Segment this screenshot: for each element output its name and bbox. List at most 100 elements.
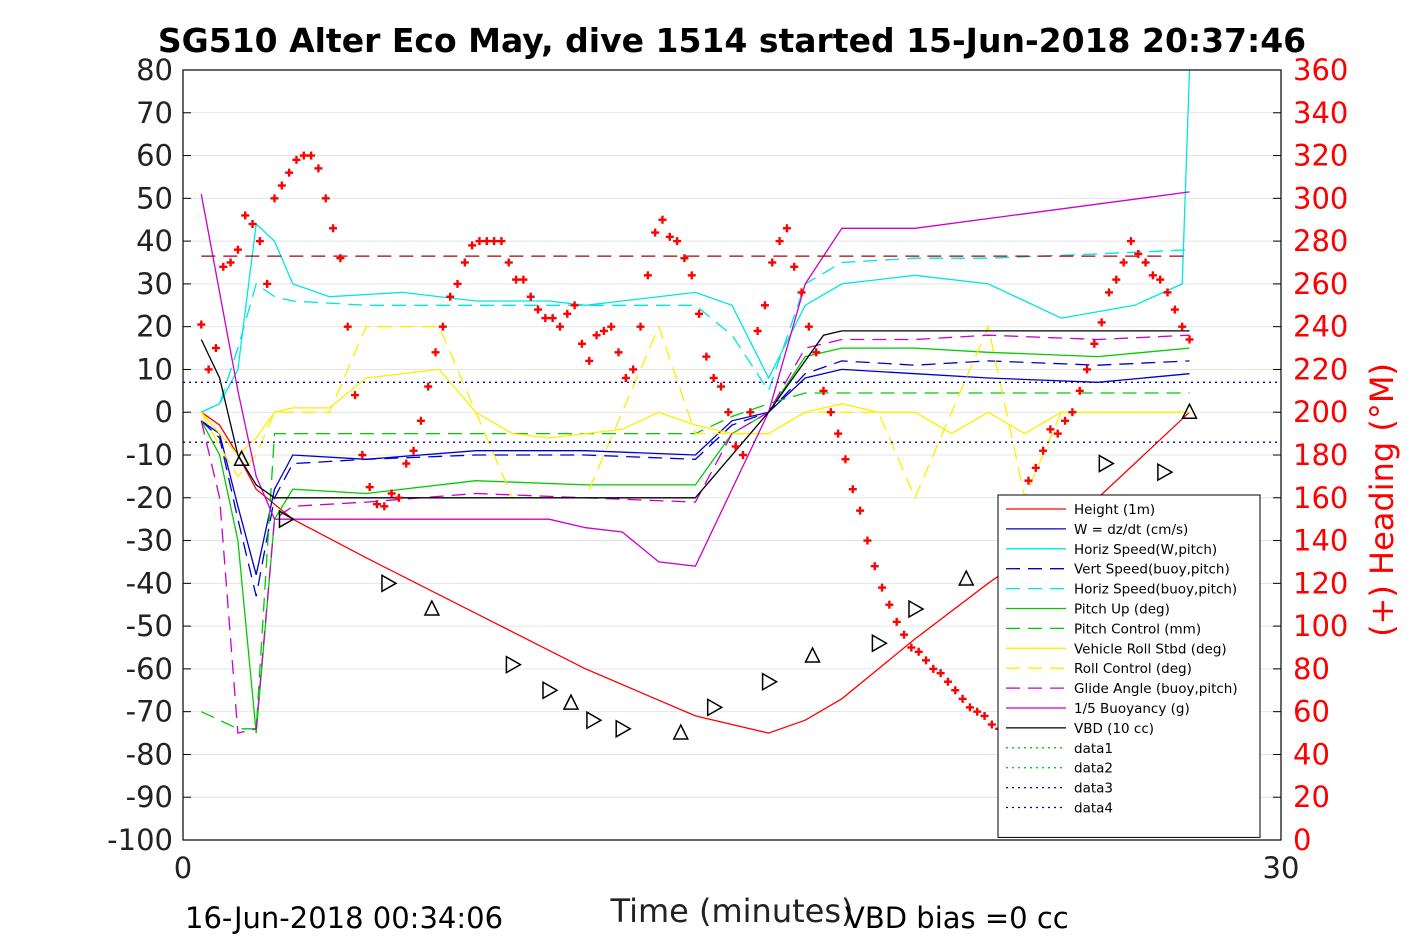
heading-point — [424, 382, 433, 391]
heading-point — [841, 455, 850, 464]
heading-point — [292, 155, 301, 164]
left-tick-label: 80 — [136, 53, 173, 87]
heading-point — [460, 258, 469, 267]
heading-point — [1156, 275, 1165, 284]
heading-point — [812, 348, 821, 357]
heading-point — [695, 309, 704, 318]
heading-point — [548, 314, 557, 323]
heading-point — [1170, 305, 1179, 314]
left-tick-label: -40 — [126, 566, 173, 600]
heading-point — [577, 339, 586, 348]
left-tick-label: 30 — [136, 267, 173, 301]
heading-point — [1090, 339, 1099, 348]
heading-point — [863, 536, 872, 545]
left-tick-label: -10 — [126, 438, 173, 472]
heading-point — [636, 322, 645, 331]
heading-point — [907, 643, 916, 652]
left-tick-label: -20 — [126, 481, 173, 515]
footer-end-time: 16-Jun-2018 00:34:06 — [185, 901, 503, 935]
series-line-pitch-up-deg- — [200, 347, 1190, 734]
series-line-horiz-speed-w-pitch- — [201, 69, 1191, 413]
vbd-triangle-marker — [1181, 402, 1198, 419]
heading-point — [746, 408, 755, 417]
series-layer — [183, 69, 1281, 734]
heading-point — [768, 258, 777, 267]
legend-label: Height (1m) — [1074, 502, 1155, 518]
heading-point — [687, 271, 696, 280]
vbd-triangle-marker — [423, 599, 441, 616]
heading-point — [409, 446, 418, 455]
vbd-triangle-marker — [278, 509, 295, 529]
heading-point — [1053, 429, 1062, 438]
heading-point — [277, 181, 286, 190]
vbd-triangle-marker — [1098, 454, 1115, 473]
x-tick-label: 30 — [1263, 851, 1300, 885]
heading-point — [599, 326, 608, 335]
legend-label: 1/5 Buoyancy (g) — [1074, 701, 1190, 717]
heading-point — [585, 356, 594, 365]
left-tick-label: 60 — [136, 139, 173, 173]
vbd-triangle-marker — [672, 723, 689, 740]
right-tick-label: 280 — [1293, 224, 1348, 258]
right-tick-label: 20 — [1293, 780, 1330, 814]
left-tick-label: 20 — [136, 310, 173, 344]
legend-label: Vert Speed(buoy,pitch) — [1074, 562, 1230, 578]
heading-point — [724, 408, 733, 417]
right-tick-label: 160 — [1293, 481, 1348, 515]
left-tick-label: -90 — [126, 780, 173, 814]
heading-point — [1126, 237, 1135, 246]
heading-point — [204, 365, 213, 374]
heading-point — [680, 254, 689, 263]
heading-point — [921, 656, 930, 665]
vbd-triangle-marker — [706, 698, 724, 717]
heading-point — [607, 322, 616, 331]
heading-point — [1141, 258, 1150, 267]
heading-point — [387, 489, 396, 498]
heading-point — [358, 451, 367, 459]
heading-point — [1061, 416, 1070, 425]
heading-point — [1024, 476, 1033, 485]
right-tick-label: 60 — [1293, 695, 1330, 729]
heading-point — [534, 305, 543, 314]
right-tick-label: 40 — [1293, 737, 1330, 771]
left-tick-label: -70 — [126, 695, 173, 729]
heading-point — [1178, 322, 1187, 331]
legend-label: Pitch Control (mm) — [1074, 621, 1201, 637]
vbd-triangle-marker — [381, 574, 398, 593]
heading-point — [1068, 408, 1077, 417]
left-tick-label: -50 — [126, 609, 173, 643]
heading-point — [900, 630, 909, 639]
right-axis-ticks: 3603403203002802602402202001801601401201… — [1273, 53, 1348, 857]
heading-point — [1185, 335, 1194, 344]
series-line-vehicle-roll-stbd-deg- — [200, 368, 1190, 456]
heading-point — [453, 279, 462, 288]
x-axis-ticks: 0 30 — [174, 832, 1300, 885]
heading-point — [394, 493, 403, 502]
heading-point — [504, 258, 513, 267]
heading-point — [255, 237, 264, 246]
vbd-triangle-marker — [804, 646, 821, 663]
heading-point — [1046, 425, 1055, 434]
left-tick-label: -60 — [126, 652, 173, 686]
vbd-triangle-marker — [562, 693, 580, 710]
heading-point — [1039, 446, 1048, 455]
heading-point — [965, 703, 974, 712]
heading-point — [629, 365, 638, 374]
heading-point — [1104, 288, 1113, 297]
right-tick-label: 120 — [1293, 566, 1348, 600]
heading-point — [497, 237, 506, 246]
heading-point — [790, 262, 799, 271]
legend-label: W = dz/dt (cm/s) — [1074, 522, 1188, 538]
vbd-triangle-marker — [761, 672, 779, 692]
legend-label: Pitch Up (deg) — [1074, 602, 1170, 618]
heading-point — [285, 168, 294, 177]
heading-point — [380, 502, 389, 511]
left-tick-label: 40 — [136, 224, 173, 258]
heading-point — [782, 224, 791, 233]
heading-point — [943, 677, 952, 686]
heading-point — [314, 164, 323, 173]
heading-point — [592, 331, 601, 340]
legend: Height (1m) W = dz/dt (cm/s) Horiz Speed(W… — [997, 494, 1261, 838]
heading-point — [658, 215, 667, 224]
heading-point — [248, 220, 257, 228]
